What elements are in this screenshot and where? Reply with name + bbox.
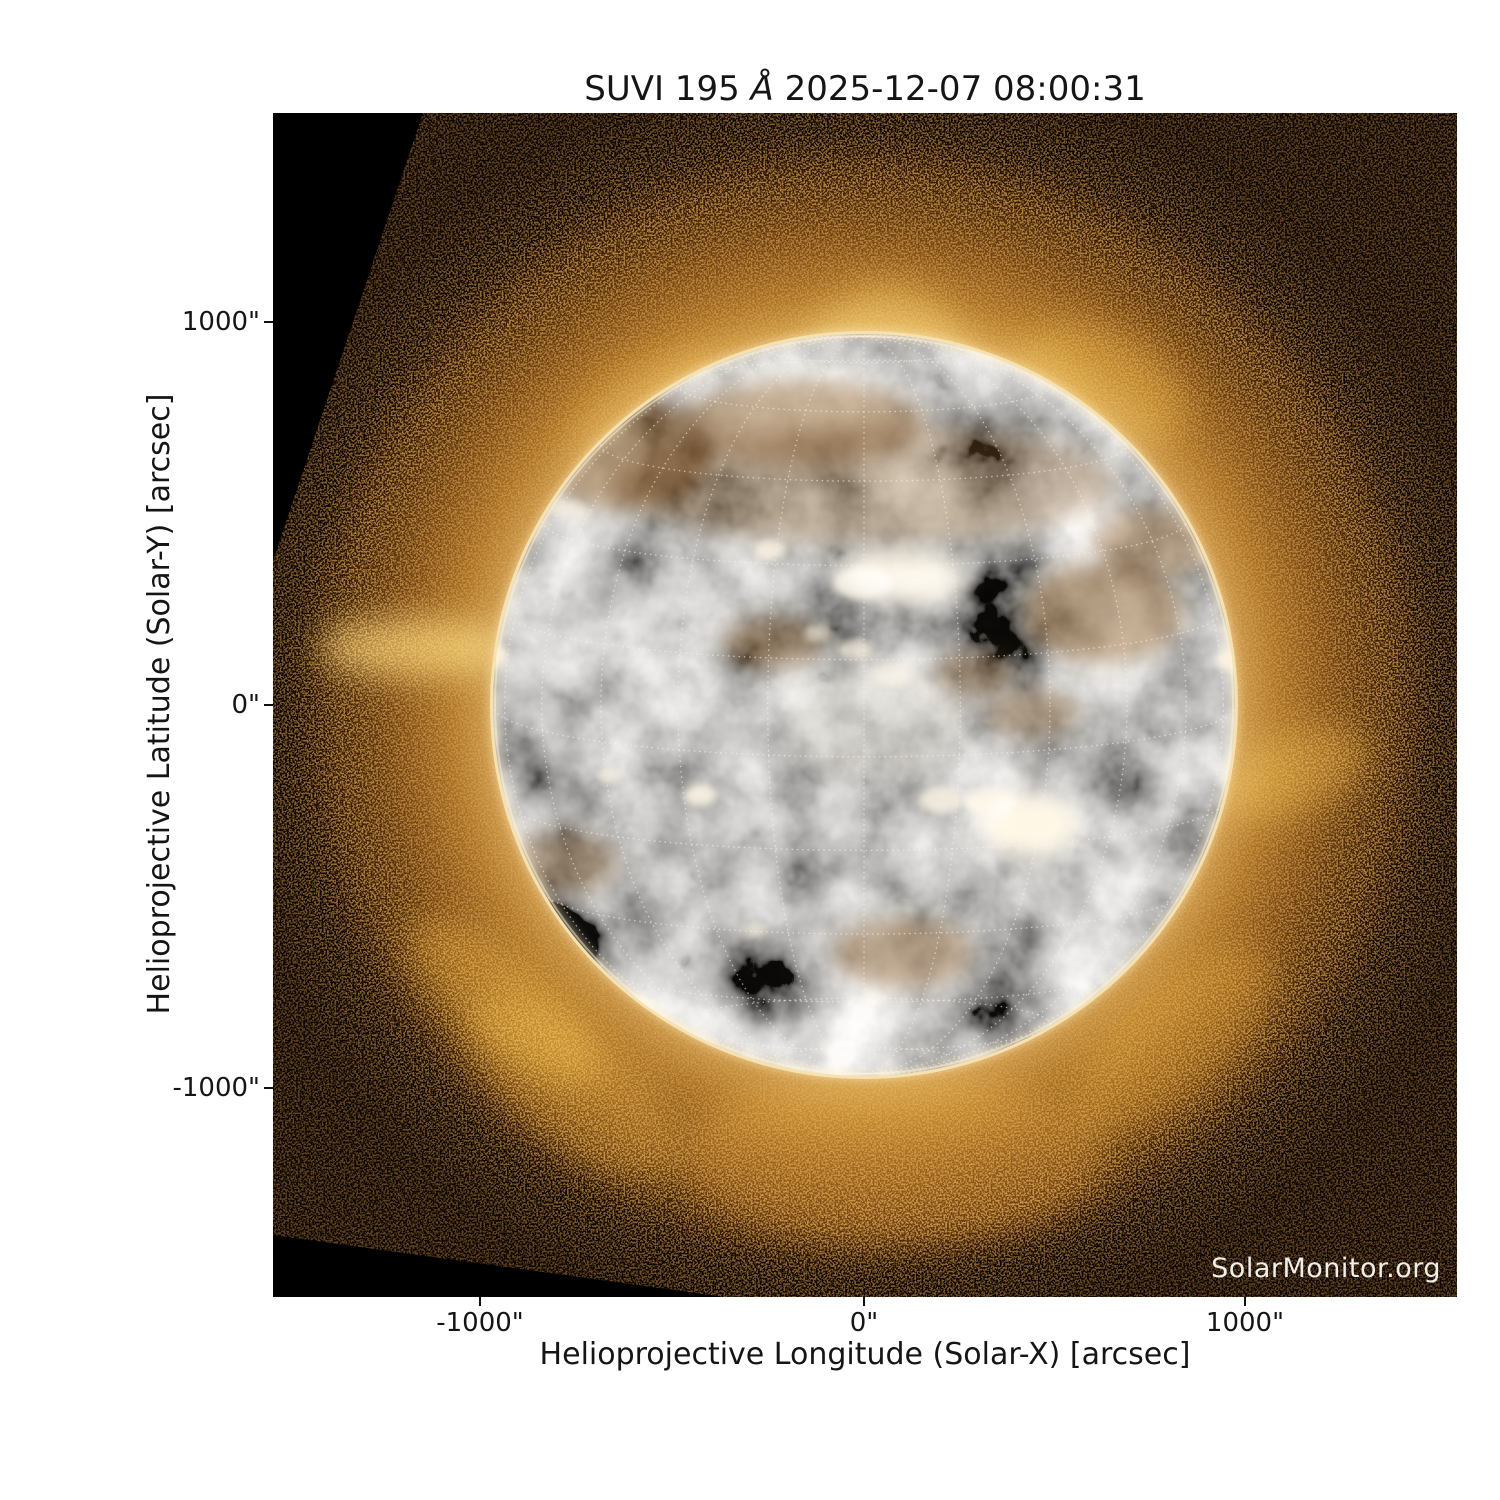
figure-title-instrument: SUVI 195 xyxy=(584,69,751,109)
x-tick-label-0: -1000" xyxy=(436,1308,524,1338)
y-tick-mark-0 xyxy=(264,321,273,323)
y-tick-label-1: 0" xyxy=(231,690,260,720)
y-axis-label: Helioprojective Latitude (Solar-Y) [arcs… xyxy=(142,393,177,1015)
x-tick-label-1: 0" xyxy=(849,1308,879,1338)
solar-image xyxy=(273,113,1457,1297)
active-regions xyxy=(493,501,1235,938)
limb-ring xyxy=(490,331,1238,1079)
x-tick-label-2: 1000" xyxy=(1205,1308,1285,1338)
x-tick-mark-2 xyxy=(1244,1297,1246,1306)
figure-title: SUVI 195 Å 2025-12-07 08:00:31 xyxy=(273,68,1457,110)
heliographic-grid xyxy=(493,335,1235,1075)
x-tick-mark-1 xyxy=(863,1297,865,1306)
detector-frame xyxy=(273,113,1457,1297)
y-tick-label-0: 1000" xyxy=(181,307,260,337)
x-axis-label: Helioprojective Longitude (Solar-X) [arc… xyxy=(539,1337,1191,1372)
figure-title-angstrom: Å xyxy=(750,69,774,109)
x-tick-mark-0 xyxy=(479,1297,481,1306)
dark-regions xyxy=(508,381,1213,988)
watermark: SolarMonitor.org xyxy=(1211,1253,1441,1284)
y-tick-mark-2 xyxy=(264,1087,273,1089)
y-tick-mark-1 xyxy=(264,704,273,706)
plot-area xyxy=(273,113,1457,1297)
y-tick-label-2: -1000" xyxy=(172,1073,260,1103)
figure-title-datetime: 2025-12-07 08:00:31 xyxy=(773,69,1146,109)
